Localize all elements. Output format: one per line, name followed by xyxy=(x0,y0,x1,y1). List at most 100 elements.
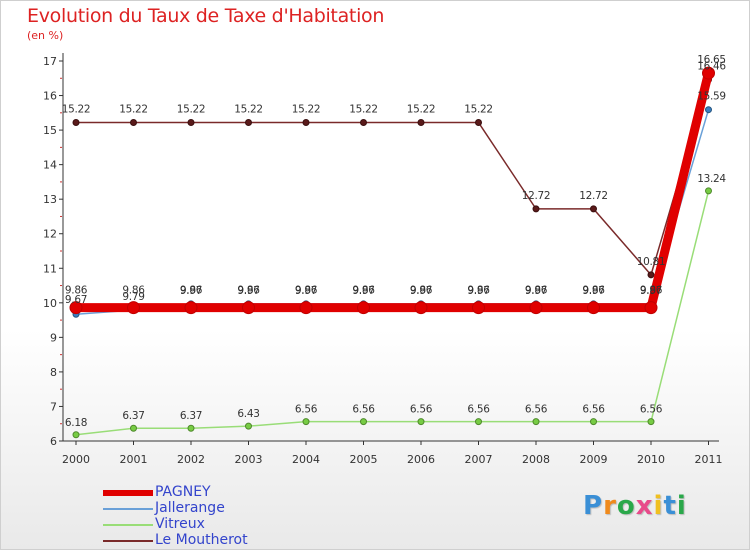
data-label-jallerange: 9.97 xyxy=(180,285,202,297)
data-label-vitreux: 6.56 xyxy=(525,404,548,416)
data-point-vitreux xyxy=(360,418,367,426)
data-point-pagney xyxy=(299,301,313,315)
data-label-jallerange: 9.97 xyxy=(352,285,374,297)
data-label-pagney: 9.86 xyxy=(640,285,663,297)
y-tick-label: 8 xyxy=(50,366,57,379)
data-point-le-moutherot xyxy=(245,118,252,126)
data-label-pagney: 9.86 xyxy=(237,285,260,297)
x-tick-label: 2003 xyxy=(235,453,263,466)
data-label-pagney: 9.86 xyxy=(410,285,433,297)
logo-letter: t xyxy=(663,491,677,521)
data-label-le-moutherot: 15.22 xyxy=(349,103,378,115)
data-point-pagney xyxy=(587,301,600,315)
data-point-le-moutherot xyxy=(532,205,540,213)
data-point-vitreux xyxy=(187,424,195,432)
data-label-le-moutherot: 15.22 xyxy=(119,103,148,115)
legend-item-vitreux: Vitreux xyxy=(103,516,283,533)
legend-label-vitreux: Vitreux xyxy=(155,516,205,532)
data-label-vitreux: 6.56 xyxy=(295,404,318,416)
data-point-le-moutherot xyxy=(360,118,367,126)
data-label-le-moutherot: 15.22 xyxy=(407,103,436,115)
data-label-jallerange: 9.97 xyxy=(295,285,317,297)
data-point-pagney xyxy=(702,66,715,80)
data-point-vitreux xyxy=(72,431,80,439)
data-point-vitreux xyxy=(302,418,310,426)
legend-item-pagney: PAGNEY xyxy=(103,484,283,501)
data-label-jallerange: 15.59 xyxy=(697,91,726,103)
data-label-jallerange: 9.79 xyxy=(122,291,144,303)
y-tick-label: 6 xyxy=(50,435,57,448)
x-tick-label: 2002 xyxy=(177,453,205,466)
data-point-le-moutherot xyxy=(647,271,655,279)
data-point-vitreux xyxy=(532,418,540,426)
data-label-pagney: 16.65 xyxy=(697,54,726,66)
data-label-le-moutherot: 10.81 xyxy=(637,256,666,268)
data-point-vitreux xyxy=(130,424,137,432)
data-label-vitreux: 6.43 xyxy=(237,408,259,420)
data-label-vitreux: 6.37 xyxy=(180,410,202,422)
y-tick-label: 10 xyxy=(43,297,57,310)
data-point-jallerange xyxy=(705,106,712,114)
x-tick-label: 2001 xyxy=(120,453,148,466)
data-label-jallerange: 9.97 xyxy=(640,285,662,297)
data-point-pagney xyxy=(242,301,255,315)
logo-letter: r xyxy=(603,491,617,521)
data-label-jallerange: 9.97 xyxy=(410,285,432,297)
legend-item-le-moutherot: Le Moutherot xyxy=(103,532,283,549)
x-tick-label: 2004 xyxy=(292,453,320,466)
data-point-vitreux xyxy=(245,422,252,430)
data-point-vitreux xyxy=(705,187,712,195)
data-label-vitreux: 6.18 xyxy=(65,417,87,429)
series-line-jallerange xyxy=(75,108,710,315)
x-tick-label: 2007 xyxy=(465,453,493,466)
y-tick-label: 9 xyxy=(50,331,57,344)
y-tick-label: 7 xyxy=(50,400,57,413)
legend-label-jallerange: Jallerange xyxy=(155,500,225,516)
logo-letter: o xyxy=(616,491,636,521)
unit-label: (en %) xyxy=(27,29,64,42)
y-tick-label: 15 xyxy=(43,124,57,137)
data-point-le-moutherot xyxy=(590,205,597,213)
legend-label-pagney: PAGNEY xyxy=(155,484,211,500)
proxiti-logo: Proxiti xyxy=(583,491,687,521)
logo-letter: P xyxy=(583,491,604,521)
data-label-le-moutherot: 15.22 xyxy=(234,103,263,115)
data-label-pagney: 9.86 xyxy=(467,285,490,297)
data-point-pagney xyxy=(644,301,658,315)
data-label-le-moutherot: 16.46 xyxy=(697,61,726,73)
x-tick-label: 2006 xyxy=(407,453,435,466)
data-label-le-moutherot: 15.22 xyxy=(292,103,321,115)
logo-letter: x xyxy=(635,491,654,521)
data-point-vitreux xyxy=(590,418,597,426)
data-label-pagney: 9.86 xyxy=(295,285,318,297)
data-label-vitreux: 6.56 xyxy=(582,404,605,416)
series-line-pagney xyxy=(71,68,713,313)
data-point-pagney xyxy=(357,301,370,315)
data-label-pagney: 9.86 xyxy=(180,285,203,297)
data-point-pagney xyxy=(69,301,83,315)
data-point-pagney xyxy=(529,301,543,315)
data-point-vitreux xyxy=(475,418,482,426)
x-tick-label: 2005 xyxy=(350,453,378,466)
data-label-vitreux: 6.56 xyxy=(410,404,433,416)
data-point-le-moutherot xyxy=(130,118,137,126)
series-line-vitreux xyxy=(75,190,710,436)
chart-title: Evolution du Taux de Taxe d'Habitation xyxy=(27,5,385,27)
data-label-vitreux: 13.24 xyxy=(697,173,726,185)
data-point-le-moutherot xyxy=(72,118,80,126)
y-tick-label: 14 xyxy=(43,159,57,172)
x-tick-label: 2008 xyxy=(522,453,550,466)
y-tick-label: 12 xyxy=(43,228,57,241)
logo-letter: i xyxy=(653,491,664,521)
x-tick-label: 2010 xyxy=(637,453,665,466)
legend-swatch-vitreux xyxy=(103,524,153,526)
data-label-jallerange: 9.97 xyxy=(237,285,259,297)
x-tick-label: 2000 xyxy=(62,453,90,466)
data-point-pagney xyxy=(184,301,198,315)
series-line-le-moutherot xyxy=(75,78,710,276)
data-label-vitreux: 6.56 xyxy=(467,404,490,416)
y-tick-label: 17 xyxy=(43,55,57,68)
legend-label-le-moutherot: Le Moutherot xyxy=(155,532,248,548)
x-tick-label: 2009 xyxy=(580,453,608,466)
